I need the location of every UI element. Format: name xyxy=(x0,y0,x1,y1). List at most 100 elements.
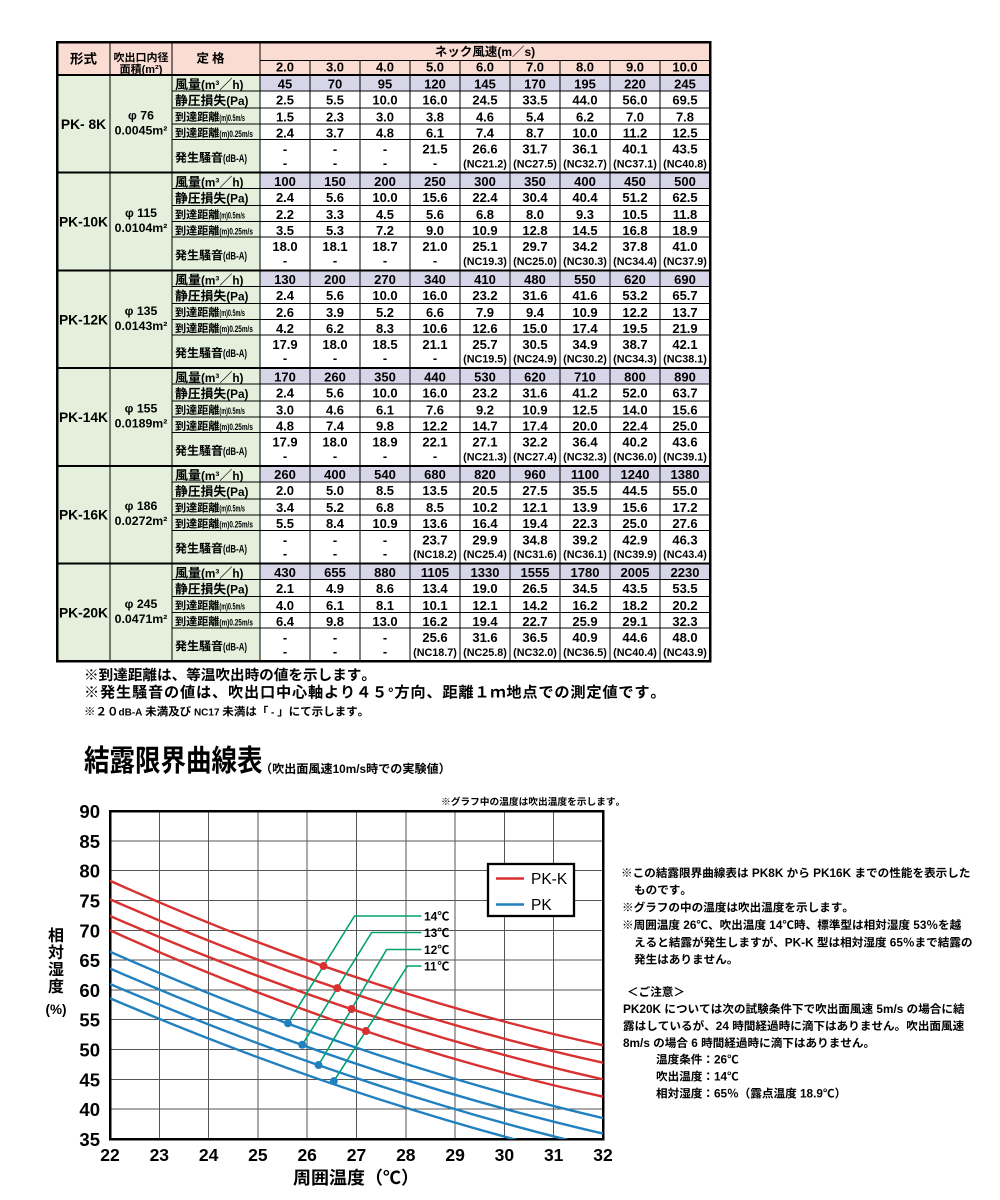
svg-text:350: 350 xyxy=(524,174,546,189)
svg-text:(NC40.8): (NC40.8) xyxy=(663,158,707,170)
svg-text:5.0: 5.0 xyxy=(326,483,344,498)
svg-text:s): s) xyxy=(525,45,536,59)
svg-text:2.3: 2.3 xyxy=(326,109,344,124)
svg-text:4.6: 4.6 xyxy=(326,403,344,418)
svg-text:(NC32.7): (NC32.7) xyxy=(563,158,607,170)
svg-text:8m/s: 8m/s xyxy=(623,1036,650,1050)
svg-text:10.0: 10.0 xyxy=(372,288,397,303)
svg-text:25.7: 25.7 xyxy=(472,337,497,352)
svg-text:(dB-A): (dB-A) xyxy=(223,153,247,165)
svg-text:18.0: 18.0 xyxy=(322,435,347,450)
svg-text:(m³: (m³ xyxy=(201,273,219,287)
svg-text:10.0: 10.0 xyxy=(372,386,397,401)
svg-text:(m)0.5m/s: (m)0.5m/s xyxy=(219,113,245,124)
svg-text:5.2: 5.2 xyxy=(376,305,394,320)
svg-text:7.0: 7.0 xyxy=(526,59,544,74)
svg-text:(m)0.5m/s: (m)0.5m/s xyxy=(219,308,245,319)
svg-text:(NC39.1): (NC39.1) xyxy=(663,451,707,463)
svg-text:170: 170 xyxy=(274,370,296,385)
svg-text:2.5: 2.5 xyxy=(276,92,294,107)
svg-text:12.6: 12.6 xyxy=(472,321,497,336)
svg-text:440: 440 xyxy=(424,370,446,385)
svg-text:9.3: 9.3 xyxy=(576,207,594,222)
svg-text:(Pa): (Pa) xyxy=(226,485,248,499)
svg-text:12.2: 12.2 xyxy=(422,419,447,434)
svg-text:5.6: 5.6 xyxy=(326,288,344,303)
svg-text:(NC34.4): (NC34.4) xyxy=(613,256,657,268)
svg-text:15.6: 15.6 xyxy=(622,500,647,515)
svg-text:655: 655 xyxy=(324,565,346,580)
svg-text:55: 55 xyxy=(79,1010,100,1031)
svg-text:(NC30.2): (NC30.2) xyxy=(563,354,607,366)
svg-text:16.4: 16.4 xyxy=(472,516,498,531)
svg-text:1240: 1240 xyxy=(621,467,650,482)
svg-text:h): h) xyxy=(232,176,243,190)
svg-text:880: 880 xyxy=(374,565,396,580)
svg-text:-: - xyxy=(333,351,337,366)
svg-text:(NC43.9): (NC43.9) xyxy=(663,647,707,659)
svg-text:10.0: 10.0 xyxy=(372,92,397,107)
svg-text:40.4: 40.4 xyxy=(572,190,598,205)
svg-text:6.0: 6.0 xyxy=(476,59,494,74)
svg-text:65: 65 xyxy=(714,1087,728,1101)
svg-text:15.6: 15.6 xyxy=(672,403,697,418)
svg-text:16.0: 16.0 xyxy=(422,92,447,107)
svg-text:4.0: 4.0 xyxy=(376,59,394,74)
svg-text:23.2: 23.2 xyxy=(472,386,497,401)
svg-text:6.2: 6.2 xyxy=(326,321,344,336)
svg-text:3.9: 3.9 xyxy=(326,305,344,320)
svg-text:28: 28 xyxy=(396,1145,416,1165)
svg-text:dB-A: dB-A xyxy=(119,708,143,719)
svg-text:18.9: 18.9 xyxy=(372,435,397,450)
svg-text:12.5: 12.5 xyxy=(672,125,697,140)
svg-text:(m)0.25m/s: (m)0.25m/s xyxy=(219,422,253,433)
svg-text:400: 400 xyxy=(574,174,596,189)
svg-text:(m)0.25m/s: (m)0.25m/s xyxy=(219,227,253,238)
svg-text:40: 40 xyxy=(79,1099,100,1120)
svg-text:36.1: 36.1 xyxy=(572,142,597,157)
svg-text:5m/s: 5m/s xyxy=(876,1002,903,1016)
svg-text:5.6: 5.6 xyxy=(426,207,444,222)
svg-text:22: 22 xyxy=(100,1145,120,1165)
svg-text:820: 820 xyxy=(474,467,496,482)
svg-text:8.5: 8.5 xyxy=(426,500,444,515)
svg-text:(NC32.0): (NC32.0) xyxy=(513,647,557,659)
svg-text:39.2: 39.2 xyxy=(572,532,597,547)
svg-text:46.3: 46.3 xyxy=(672,532,697,547)
svg-text:10.6: 10.6 xyxy=(422,321,447,336)
svg-text:(dB-A): (dB-A) xyxy=(223,348,247,360)
svg-text:21.9: 21.9 xyxy=(672,321,697,336)
svg-text:410: 410 xyxy=(474,272,496,287)
svg-text:480: 480 xyxy=(524,272,546,287)
svg-text:PK-14K: PK-14K xyxy=(59,410,108,425)
svg-text:12.2: 12.2 xyxy=(622,305,647,320)
svg-text:18.0: 18.0 xyxy=(322,337,347,352)
svg-text:44.5: 44.5 xyxy=(622,483,647,498)
svg-text:200: 200 xyxy=(324,272,346,287)
svg-text:31.6: 31.6 xyxy=(522,386,547,401)
svg-text:34.8: 34.8 xyxy=(522,532,547,547)
svg-text:h): h) xyxy=(232,567,243,581)
svg-text:35: 35 xyxy=(79,1129,100,1150)
svg-text:34.5: 34.5 xyxy=(572,581,597,596)
svg-text:(Pa): (Pa) xyxy=(226,387,248,401)
svg-text:PK20K: PK20K xyxy=(623,1002,662,1016)
svg-text:32: 32 xyxy=(593,1145,613,1165)
svg-text:2.1: 2.1 xyxy=(276,581,294,596)
svg-text:(m³: (m³ xyxy=(201,176,219,190)
svg-text:(NC36.1): (NC36.1) xyxy=(563,549,607,561)
svg-text:(NC31.6): (NC31.6) xyxy=(513,549,557,561)
svg-text:-: - xyxy=(433,351,437,366)
svg-text:16.2: 16.2 xyxy=(422,614,447,629)
svg-text:(NC43.4): (NC43.4) xyxy=(663,549,707,561)
svg-text:4.8: 4.8 xyxy=(376,125,394,140)
svg-text:(NC19.5): (NC19.5) xyxy=(463,354,507,366)
svg-text:PK- 8K: PK- 8K xyxy=(61,117,106,132)
svg-text:φ 155: φ 155 xyxy=(125,401,158,415)
svg-text:-: - xyxy=(333,644,337,659)
svg-text:18.9: 18.9 xyxy=(800,1087,823,1101)
svg-text:-: - xyxy=(433,155,437,170)
svg-text:18.1: 18.1 xyxy=(322,239,347,254)
svg-text:(NC34.3): (NC34.3) xyxy=(613,354,657,366)
svg-text:12: 12 xyxy=(424,943,438,957)
